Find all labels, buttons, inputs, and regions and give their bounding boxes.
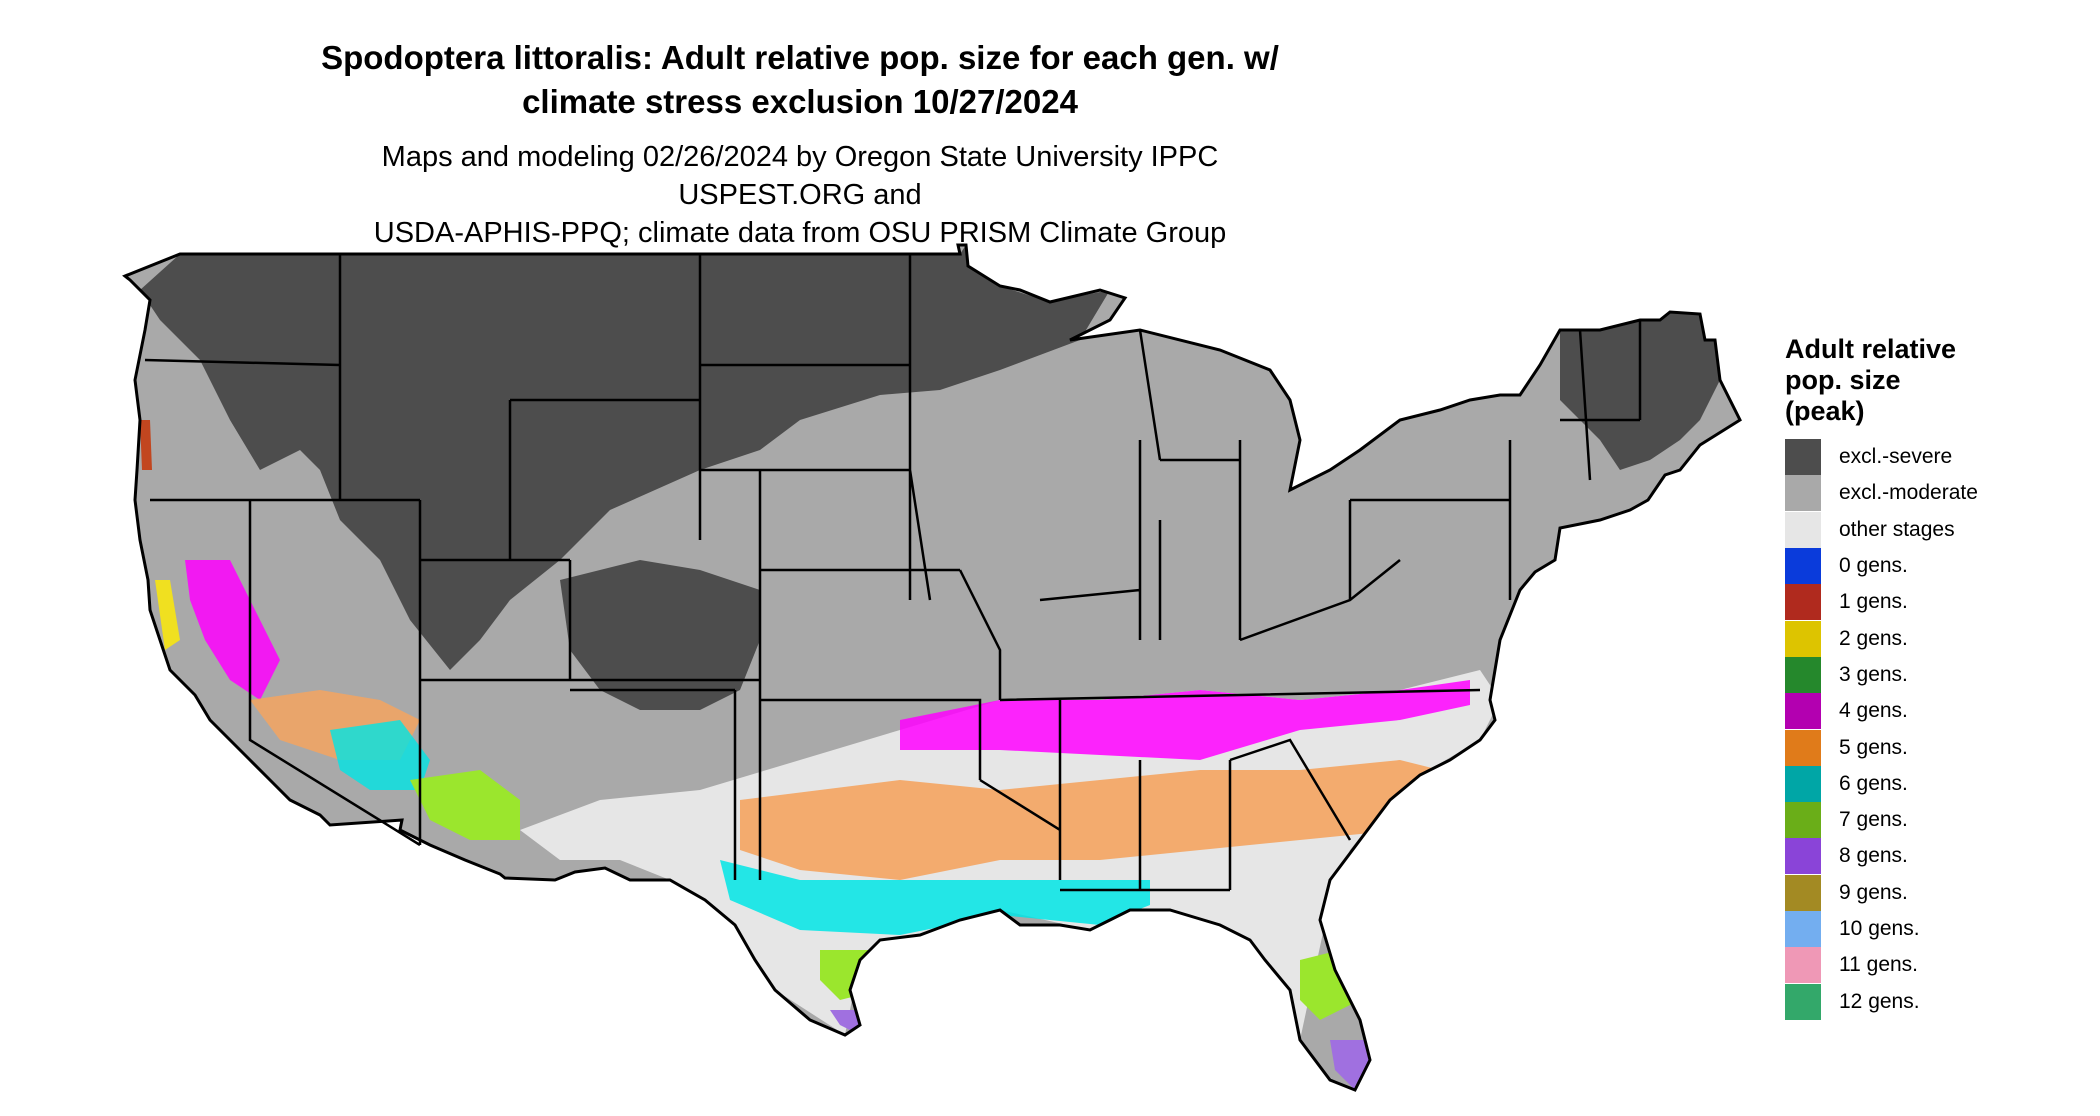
legend-swatch — [1785, 838, 1821, 875]
us-outline — [122, 243, 1742, 1092]
map-title: Spodoptera littoralis: Adult relative po… — [300, 36, 1300, 124]
us-map — [122, 243, 1742, 1092]
legend-swatch — [1785, 802, 1821, 839]
legend-swatch — [1785, 729, 1821, 766]
legend-swatch — [1785, 439, 1821, 476]
legend-label: other stages — [1839, 517, 1955, 541]
legend-swatch — [1785, 874, 1821, 911]
legend-title: Adult relative pop. size (peak) — [1785, 334, 2085, 427]
legend-item: 12 gens. — [1785, 983, 2085, 1020]
state-borders — [144, 254, 1642, 892]
legend-item: 1 gens. — [1785, 584, 2085, 621]
legend-item: 0 gens. — [1785, 548, 2085, 585]
legend-item: 6 gens. — [1785, 765, 2085, 802]
legend-item: 3 gens. — [1785, 656, 2085, 693]
legend-label: 6 gens. — [1839, 771, 1908, 795]
legend-swatch — [1785, 620, 1821, 657]
legend-label: 10 gens. — [1839, 917, 1920, 940]
legend-item: 2 gens. — [1785, 620, 2085, 657]
legend-item: 7 gens. — [1785, 802, 2085, 839]
legend-label: excl.-moderate — [1839, 481, 1978, 505]
legend-swatch — [1785, 475, 1821, 512]
legend-item: 4 gens. — [1785, 693, 2085, 730]
legend-title-line-1: Adult relative — [1785, 334, 1957, 364]
legend-swatch — [1785, 548, 1821, 585]
legend-label: 3 gens. — [1839, 662, 1908, 686]
legend-item: 9 gens. — [1785, 874, 2085, 911]
legend-label: 11 gens. — [1839, 953, 1919, 977]
legend-item: other stages — [1785, 511, 2085, 548]
title-line-1: Spodoptera littoralis: Adult relative po… — [321, 39, 1279, 76]
legend: Adult relative pop. size (peak) excl.-se… — [1785, 334, 2085, 1020]
magenta-4gen-california — [185, 560, 280, 700]
severe-colorado — [560, 560, 760, 710]
title-line-2: climate stress exclusion 10/27/2024 — [522, 83, 1078, 120]
severe-north — [140, 245, 1110, 670]
yellow-2gen-california-coast — [155, 580, 180, 650]
green-7gen-arizona — [410, 770, 520, 840]
legend-item: 10 gens. — [1785, 911, 2085, 947]
legend-label: 12 gens. — [1839, 989, 1920, 1013]
map-subtitle: Maps and modeling 02/26/2024 by Oregon S… — [300, 138, 1300, 252]
legend-label: excl.-severe — [1839, 445, 1953, 469]
legend-swatch — [1785, 983, 1821, 1020]
legend-swatch — [1785, 693, 1821, 730]
legend-label: 1 gens. — [1839, 590, 1908, 614]
legend-label: 0 gens. — [1839, 554, 1908, 578]
legend-item: excl.-moderate — [1785, 475, 2085, 512]
legend-item: 8 gens. — [1785, 838, 2085, 875]
legend-label: 4 gens. — [1839, 699, 1908, 723]
legend-swatch — [1785, 947, 1821, 984]
legend-title-line-2: pop. size — [1785, 365, 1901, 395]
legend-swatch — [1785, 584, 1821, 621]
legend-item: 11 gens. — [1785, 947, 2085, 984]
legend-swatch — [1785, 911, 1821, 947]
legend-item: excl.-severe — [1785, 439, 2085, 476]
orange-5gen-band — [740, 760, 1440, 880]
legend-label: 2 gens. — [1839, 626, 1908, 650]
legend-item: 5 gens. — [1785, 729, 2085, 766]
legend-label: 7 gens. — [1839, 808, 1908, 832]
cyan-6gen-band — [720, 860, 1150, 935]
legend-items: excl.-severe excl.-moderate other stages 0 … — [1785, 439, 2085, 1020]
legend-swatch — [1785, 656, 1821, 693]
red-1gen-oregon-coast — [140, 420, 152, 470]
cyan-6gen-desert — [330, 720, 430, 790]
legend-title-line-3: (peak) — [1785, 396, 1865, 426]
legend-swatch — [1785, 511, 1821, 548]
legend-label: 9 gens. — [1839, 880, 1908, 904]
legend-swatch — [1785, 765, 1821, 802]
legend-label: 8 gens. — [1839, 844, 1908, 868]
subtitle-line-1: Maps and modeling 02/26/2024 by Oregon S… — [381, 141, 1219, 211]
subtitle-line-2: USDA-APHIS-PPQ; climate data from OSU PR… — [373, 217, 1227, 249]
legend-label: 5 gens. — [1839, 735, 1908, 759]
